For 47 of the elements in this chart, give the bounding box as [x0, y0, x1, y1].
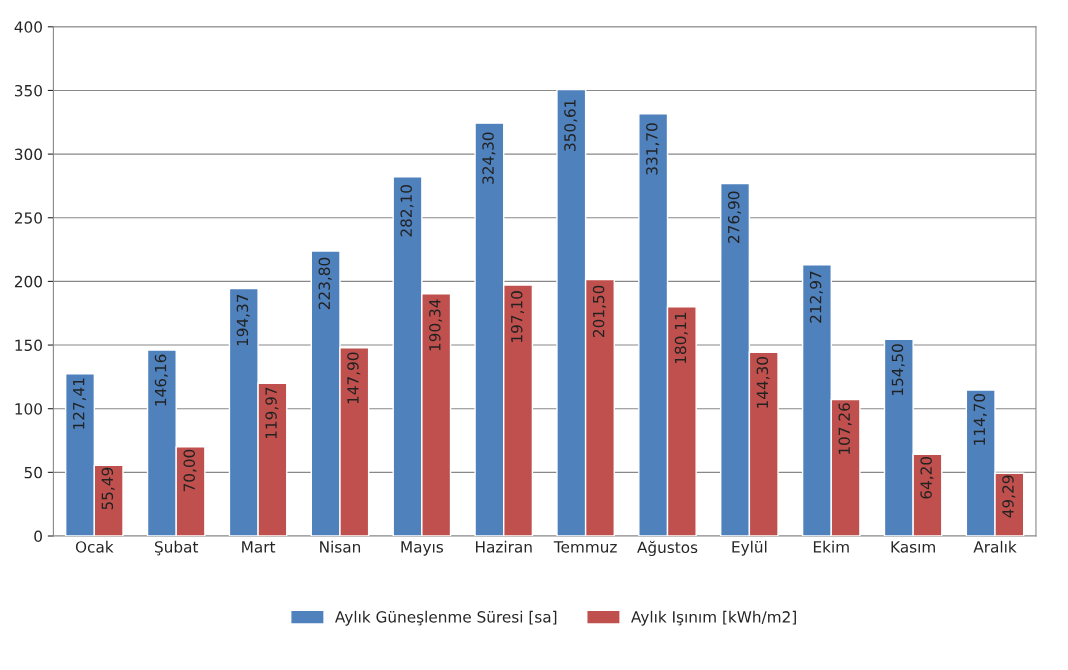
x-tick-label: Ekim — [813, 540, 849, 553]
data-label: 55,49 — [101, 467, 115, 510]
data-label: 114,70 — [973, 393, 987, 445]
x-tick-label: Aralık — [973, 540, 1017, 553]
data-label: 119,97 — [265, 387, 279, 439]
y-tick-label: 150 — [15, 339, 42, 352]
data-label: 64,20 — [920, 456, 934, 499]
x-tick-label: Mart — [242, 541, 276, 553]
data-label: 223,80 — [318, 257, 332, 310]
data-label: 144,30 — [756, 356, 770, 408]
x-tick-label: Kasım — [891, 541, 935, 553]
y-tick-label: 100 — [15, 403, 42, 415]
data-label: 212,97 — [809, 271, 823, 323]
legend-label: Aylık Güneşlenme Süresi [sa] — [335, 610, 557, 626]
data-label: 197,10 — [510, 291, 525, 342]
data-label: 190,34 — [429, 299, 443, 351]
x-tick-label: Temmuz — [553, 541, 617, 553]
data-label: 282,10 — [400, 185, 414, 237]
y-tick-label: 50 — [24, 466, 42, 479]
data-label: 350,61 — [564, 100, 578, 151]
data-label: 194,37 — [236, 294, 250, 346]
y-tick-label: 350 — [14, 84, 42, 97]
y-tick-label: 250 — [14, 212, 42, 224]
legend-label: Aylık Işınım [kWh/m2] — [631, 610, 796, 626]
x-tick-label: Mayıs — [401, 541, 444, 556]
data-label: 49,29 — [1002, 475, 1016, 518]
data-label: 147,90 — [347, 352, 361, 404]
x-tick-label: Ocak — [75, 540, 114, 553]
data-label: 154,50 — [891, 344, 905, 396]
data-label: 107,26 — [838, 403, 852, 454]
data-label: 146,16 — [154, 354, 168, 406]
data-label: 331,70 — [646, 123, 660, 175]
y-tick-label: 400 — [14, 21, 42, 33]
y-tick-label: 0 — [34, 530, 42, 543]
data-label: 127,41 — [72, 378, 86, 429]
data-label: 324,30 — [482, 132, 496, 184]
x-tick-label: Şubat — [155, 540, 199, 556]
y-tick-label: 300 — [14, 148, 42, 161]
data-label: 70,00 — [183, 449, 197, 492]
data-label: 201,50 — [592, 285, 606, 337]
data-label: 276,90 — [727, 191, 742, 243]
y-tick-label: 200 — [14, 275, 42, 288]
data-label: 180,11 — [674, 312, 688, 364]
x-tick-label: Haziran — [476, 540, 532, 553]
x-tick-label: Eylül — [732, 540, 767, 556]
x-tick-label: Ağustos — [637, 540, 698, 557]
x-tick-label: Nisan — [320, 540, 361, 553]
